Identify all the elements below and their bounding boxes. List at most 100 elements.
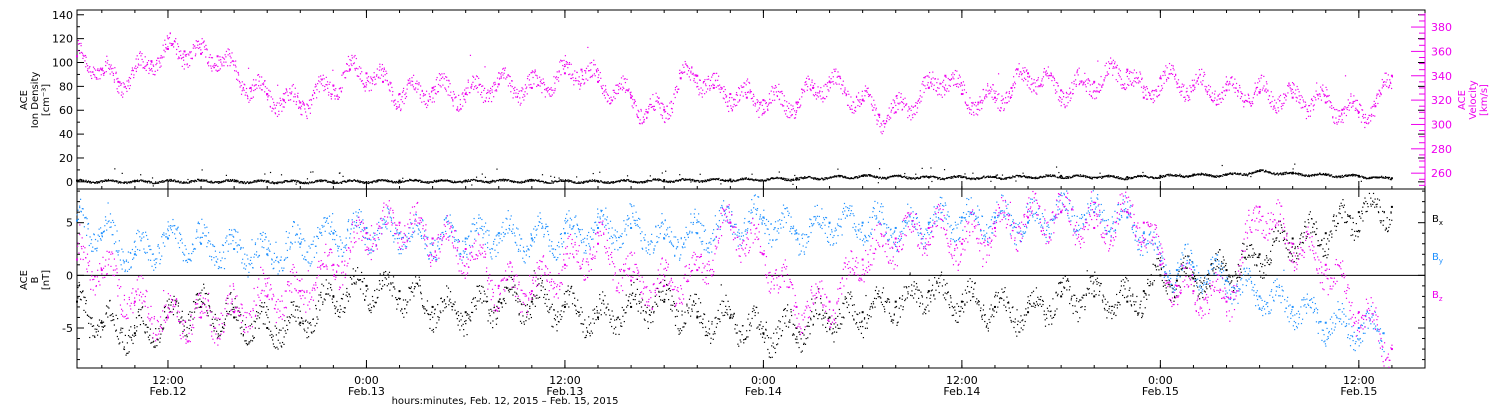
density-sample	[1054, 174, 1056, 177]
density-sample	[1178, 175, 1180, 177]
velocity-sample	[772, 87, 774, 89]
density-sample	[965, 177, 967, 179]
velocity-sample	[1150, 98, 1152, 100]
density-sample	[496, 168, 498, 170]
velocity-sample	[690, 72, 692, 74]
velocity-sample	[1153, 89, 1155, 92]
velocity-sample	[491, 91, 493, 93]
density-sample	[269, 171, 272, 174]
density-sample	[770, 177, 772, 179]
density-sample	[751, 178, 753, 180]
velocity-sample	[224, 54, 226, 56]
velocity-sample	[749, 92, 751, 94]
density-sample	[1163, 176, 1166, 178]
velocity-sample	[760, 102, 762, 104]
density-sample	[471, 184, 473, 186]
velocity-sample	[534, 70, 536, 72]
velocity-sample	[813, 95, 816, 97]
velocity-sample	[1258, 78, 1260, 80]
velocity-sample	[1196, 80, 1198, 82]
density-sample	[967, 177, 969, 179]
velocity-sample	[302, 100, 304, 102]
velocity-sample	[1005, 92, 1007, 94]
velocity-sample	[360, 80, 363, 82]
velocity-sample	[135, 65, 137, 67]
velocity-sample	[284, 101, 287, 104]
density-sample	[901, 176, 904, 178]
density-sample	[1057, 177, 1059, 179]
density-sample	[716, 178, 719, 180]
velocity-sample	[312, 97, 315, 100]
velocity-sample	[930, 81, 932, 83]
density-sample	[434, 180, 436, 183]
velocity-sample	[844, 89, 846, 91]
velocity-sample	[1100, 89, 1102, 91]
velocity-sample	[678, 72, 681, 75]
density-sample	[1038, 177, 1040, 179]
density-sample	[1134, 176, 1137, 178]
velocity-sample	[1341, 114, 1343, 116]
velocity-sample	[1153, 94, 1155, 96]
velocity-sample	[711, 76, 713, 78]
density-sample	[397, 181, 399, 184]
density-sample	[233, 179, 236, 181]
velocity-sample	[693, 78, 695, 80]
velocity-sample	[402, 90, 405, 92]
density-sample	[577, 182, 579, 184]
velocity-sample	[380, 69, 382, 71]
density-sample	[448, 180, 450, 182]
velocity-sample	[834, 70, 836, 72]
velocity-sample	[443, 73, 445, 75]
velocity-sample	[1204, 73, 1206, 76]
density-sample	[822, 178, 824, 180]
velocity-sample	[1029, 88, 1031, 90]
density-sample	[783, 179, 786, 181]
velocity-sample	[1088, 80, 1091, 82]
velocity-sample	[83, 55, 85, 57]
density-sample	[337, 182, 340, 184]
velocity-sample	[800, 104, 802, 106]
velocity-sample	[347, 55, 350, 58]
density-sample	[1001, 178, 1003, 180]
velocity-sample	[338, 88, 340, 90]
velocity-sample	[774, 85, 777, 87]
density-sample	[488, 181, 490, 184]
velocity-sample	[1202, 80, 1204, 82]
velocity-sample	[1382, 84, 1384, 86]
density-sample	[865, 174, 868, 176]
density-sample	[192, 180, 194, 182]
velocity-sample	[1071, 82, 1073, 84]
velocity-sample	[240, 84, 242, 87]
velocity-sample	[437, 83, 440, 86]
density-sample	[389, 181, 391, 183]
velocity-sample	[1114, 61, 1116, 63]
velocity-sample	[1060, 101, 1063, 103]
velocity-sample	[1070, 91, 1072, 93]
velocity-sample	[1115, 79, 1117, 81]
velocity-sample	[1084, 80, 1086, 82]
velocity-sample	[791, 108, 793, 111]
density-sample	[991, 176, 994, 178]
velocity-sample	[878, 116, 881, 118]
density-sample	[546, 182, 548, 184]
density-sample	[757, 179, 759, 182]
velocity-sample	[813, 87, 815, 89]
velocity-sample	[861, 90, 863, 92]
velocity-sample	[874, 104, 876, 106]
density-sample	[834, 175, 836, 177]
velocity-point	[1027, 72, 1030, 75]
velocity-sample	[893, 112, 895, 114]
velocity-sample	[770, 90, 772, 92]
velocity-sample	[202, 41, 205, 43]
velocity-sample	[544, 96, 546, 98]
density-sample	[167, 180, 169, 182]
velocity-sample	[151, 61, 153, 63]
velocity-sample	[478, 83, 480, 85]
density-sample	[1122, 177, 1124, 180]
velocity-sample	[140, 55, 142, 57]
density-sample	[242, 181, 244, 184]
velocity-sample	[1054, 89, 1057, 91]
velocity-sample	[1094, 90, 1096, 92]
density-sample	[906, 176, 908, 178]
velocity-sample	[982, 100, 984, 102]
